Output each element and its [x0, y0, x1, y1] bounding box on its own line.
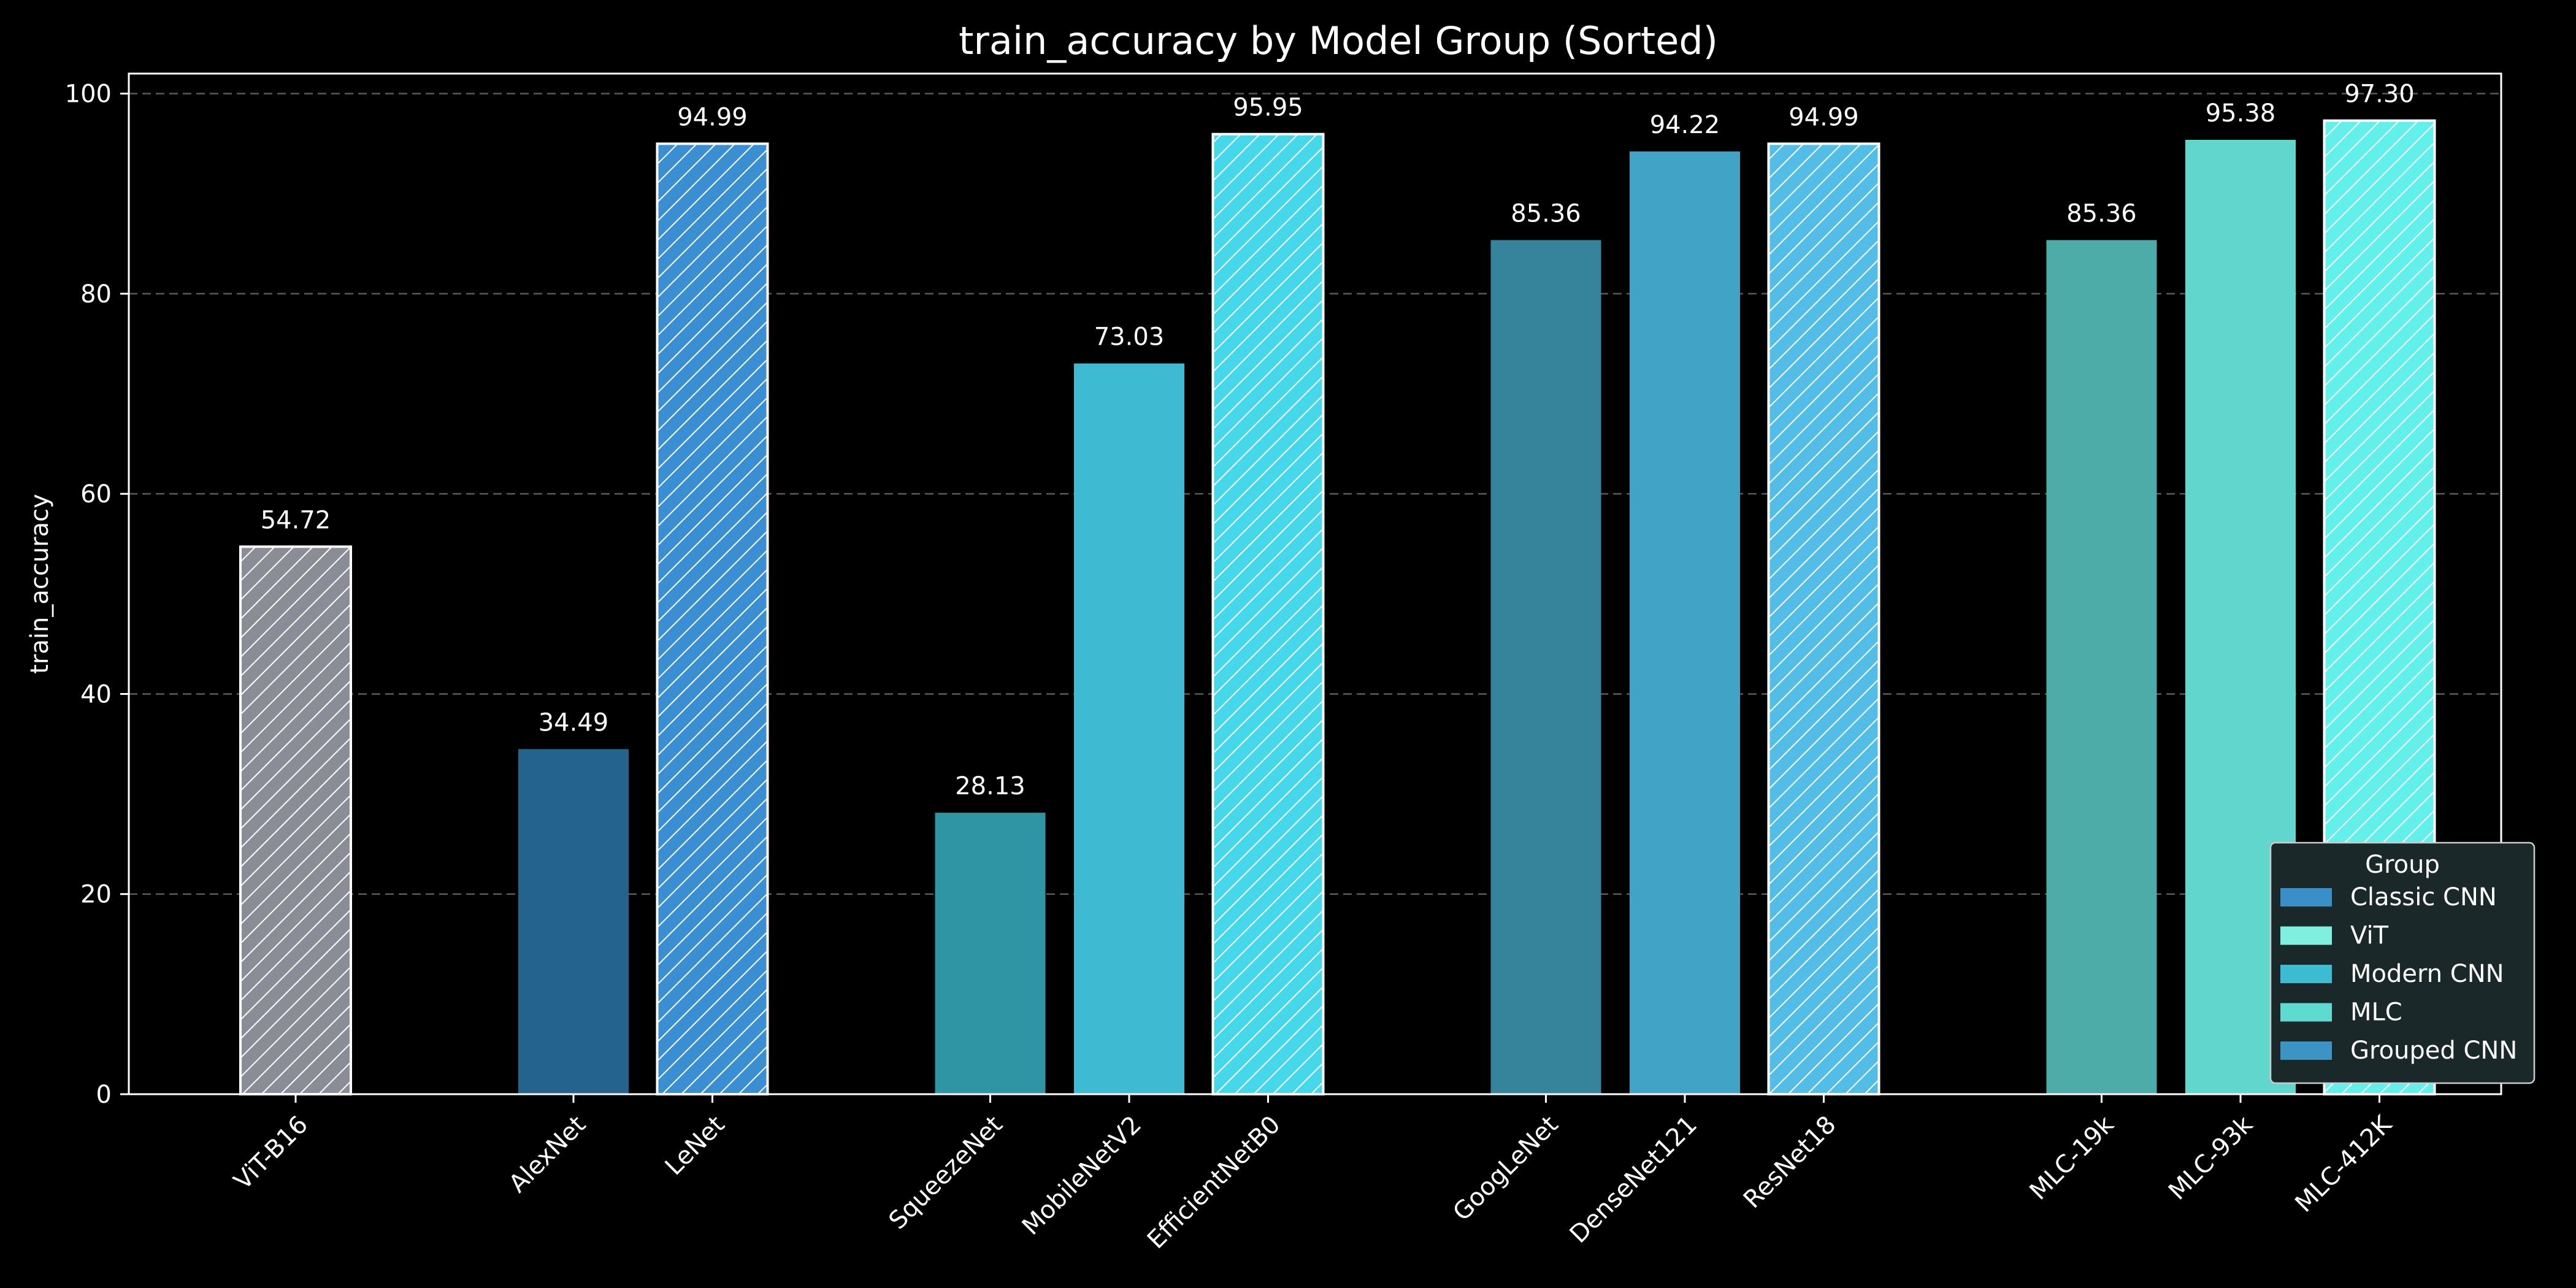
bar-value-label: 94.99	[1788, 103, 1859, 131]
y-tick-label: 20	[80, 881, 112, 909]
bars	[239, 119, 2436, 1096]
bar-value-label: 54.72	[261, 506, 331, 534]
y-tick-label: 80	[80, 280, 112, 309]
bar-value-label: 95.95	[1233, 94, 1303, 122]
y-axis-ticks: 0 20 40 60 80 100	[65, 80, 129, 1109]
y-tick-label: 40	[80, 680, 112, 708]
legend-box	[2269, 841, 2536, 1084]
y-tick-label: 100	[65, 80, 112, 109]
legend-swatch	[2280, 888, 2332, 907]
bar-hatch	[1767, 142, 1880, 1095]
bar-value-label: 94.22	[1650, 111, 1720, 139]
legend-entry-label: Classic CNN	[2350, 883, 2497, 911]
legend-title: Group	[2365, 851, 2440, 879]
bar-value-label: 85.36	[1511, 199, 1581, 228]
value-labels: 54.72 34.49 94.99 28.13 73.03 95.95 85.36 94.22…	[261, 80, 2415, 800]
legend-swatch	[2280, 965, 2332, 983]
bar	[518, 749, 629, 1094]
bar	[1074, 363, 1184, 1094]
legend-entry-label: Modern CNN	[2350, 960, 2504, 988]
bar-value-label: 95.38	[2206, 99, 2276, 128]
bar-hatch	[239, 545, 352, 1095]
chart-title: train_accuracy by Model Group (Sorted)	[959, 18, 1718, 63]
legend-entry-label: ViT	[2350, 922, 2389, 950]
bar-hatch	[656, 142, 769, 1095]
legend-swatch	[2280, 1041, 2332, 1060]
legend-swatch	[2280, 926, 2332, 945]
bar	[1630, 151, 1740, 1095]
bar-value-label: 94.99	[677, 103, 748, 131]
bar-value-label: 28.13	[955, 772, 1025, 800]
legend-entry-label: MLC	[2350, 999, 2402, 1027]
bar	[2046, 240, 2157, 1094]
plot-frame	[128, 72, 2502, 1095]
bar-value-label: 85.36	[2066, 199, 2137, 228]
y-tick-label: 0	[96, 1081, 112, 1109]
bar-value-label: 34.49	[539, 708, 609, 737]
bar	[1490, 240, 1601, 1094]
bar-hatch	[1211, 132, 1325, 1096]
y-axis-label: train_accuracy	[26, 494, 54, 674]
bar-value-label: 73.03	[1094, 323, 1165, 351]
y-tick-label: 60	[80, 480, 112, 508]
bar-value-label: 97.30	[2344, 80, 2415, 109]
bar	[935, 813, 1046, 1094]
legend-entries: Classic CNN ViT Modern CNN MLC Grouped CNN	[2280, 883, 2517, 1065]
legend-swatch	[2280, 1003, 2332, 1022]
legend: Group Classic CNN ViT Modern CNN MLC Grouped…	[2269, 841, 2536, 1084]
legend-entry-label: Grouped CNN	[2350, 1037, 2517, 1065]
